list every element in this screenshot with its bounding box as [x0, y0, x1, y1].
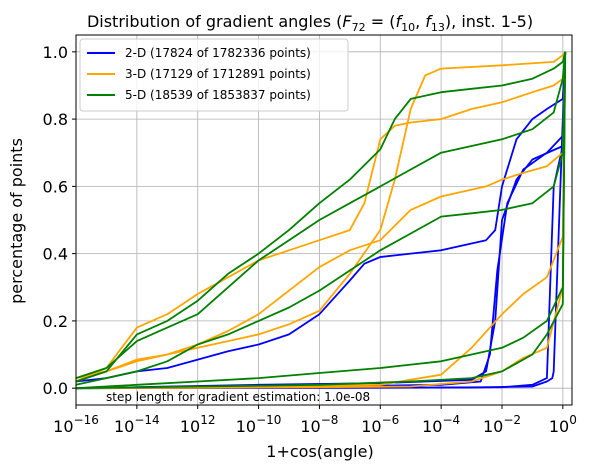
title-eq: = ( — [366, 12, 396, 31]
x-tick-base: 10 — [483, 417, 503, 436]
x-tick-exponent: −14 — [134, 413, 159, 427]
x-tick-base: 10 — [236, 417, 256, 436]
series-3-line-1 — [75, 51, 567, 379]
y-tick-label: 0.0 — [43, 379, 68, 398]
x-axis-label: 1+cos(angle) — [266, 442, 373, 461]
x-tick-base: 10 — [114, 417, 134, 436]
y-tick-label: 0.4 — [43, 245, 68, 264]
step-length-annotation: step length for gradient estimation: 1.0… — [106, 390, 370, 404]
series-3-line-5 — [75, 51, 567, 390]
y-tick-label: 0.6 — [43, 177, 68, 196]
title-comma: , — [415, 12, 425, 31]
x-tick-label: 10−10 — [236, 413, 282, 436]
title-f1: f — [395, 12, 403, 31]
legend-entry: 2-D (17824 of 1782336 points) — [125, 46, 311, 60]
x-tick-exponent: 12 — [200, 413, 215, 427]
x-tick-label: 1012 — [180, 413, 216, 436]
chart-title: Distribution of gradient angles (F72 = (… — [87, 12, 533, 34]
title-f2: f — [425, 12, 433, 31]
y-axis-ticks: 0.0 0.2 0.4 0.6 0.8 1.0 — [43, 43, 76, 398]
series-3-line-2 — [75, 51, 567, 383]
title-F-sub: 72 — [352, 21, 366, 34]
x-tick-exponent: −6 — [382, 413, 400, 427]
legend-box — [79, 38, 349, 112]
x-axis-ticks: 10−16 10−14 1012 10−10 10−8 10−6 10−4 10−2 100 — [53, 405, 577, 436]
title-F: F — [342, 12, 352, 31]
x-tick-base: 10 — [422, 417, 442, 436]
y-tick-label: 1.0 — [43, 43, 68, 62]
y-axis-label: percentage of points — [7, 138, 26, 304]
legend-entry: 5-D (18539 of 1853837 points) — [125, 88, 311, 102]
y-tick-label: 0.8 — [43, 110, 68, 129]
series-lines — [75, 51, 567, 390]
x-tick-label: 10−2 — [483, 413, 521, 436]
x-tick-label: 100 — [549, 413, 577, 436]
x-tick-base: 10 — [53, 417, 73, 436]
x-tick-base: 10 — [361, 417, 381, 436]
series-1-line-1 — [75, 51, 567, 383]
legend: 2-D (17824 of 1782336 points) 3-D (17129 … — [79, 38, 349, 112]
series-2-line-2 — [75, 51, 567, 383]
x-tick-base: 10 — [300, 417, 320, 436]
x-tick-exponent: −10 — [256, 413, 281, 427]
x-tick-exponent: −8 — [321, 413, 339, 427]
x-tick-base: 10 — [549, 417, 569, 436]
y-tick-label: 0.2 — [43, 312, 68, 331]
x-tick-exponent: −16 — [74, 413, 99, 427]
title-f2-sub: 13 — [431, 21, 445, 34]
legend-entry: 3-D (17129 of 1712891 points) — [125, 67, 311, 81]
x-tick-label: 10−8 — [300, 413, 338, 436]
x-tick-label: 10−4 — [422, 413, 460, 436]
title-suffix: ), inst. 1-5) — [445, 12, 533, 31]
x-tick-base: 10 — [180, 417, 200, 436]
series-2-line-3 — [75, 51, 566, 383]
x-tick-exponent: 0 — [569, 413, 577, 427]
plot-frame — [75, 34, 573, 406]
series-3-line-4 — [75, 51, 567, 390]
x-tick-label: 10−14 — [114, 413, 160, 436]
x-tick-label: 10−6 — [361, 413, 399, 436]
title-prefix: Distribution of gradient angles ( — [87, 12, 342, 31]
x-tick-label: 10−16 — [53, 413, 99, 436]
series-3-line-3 — [75, 51, 567, 386]
x-tick-exponent: −2 — [503, 413, 521, 427]
x-tick-exponent: −4 — [442, 413, 460, 427]
title-f1-sub: 10 — [401, 21, 415, 34]
